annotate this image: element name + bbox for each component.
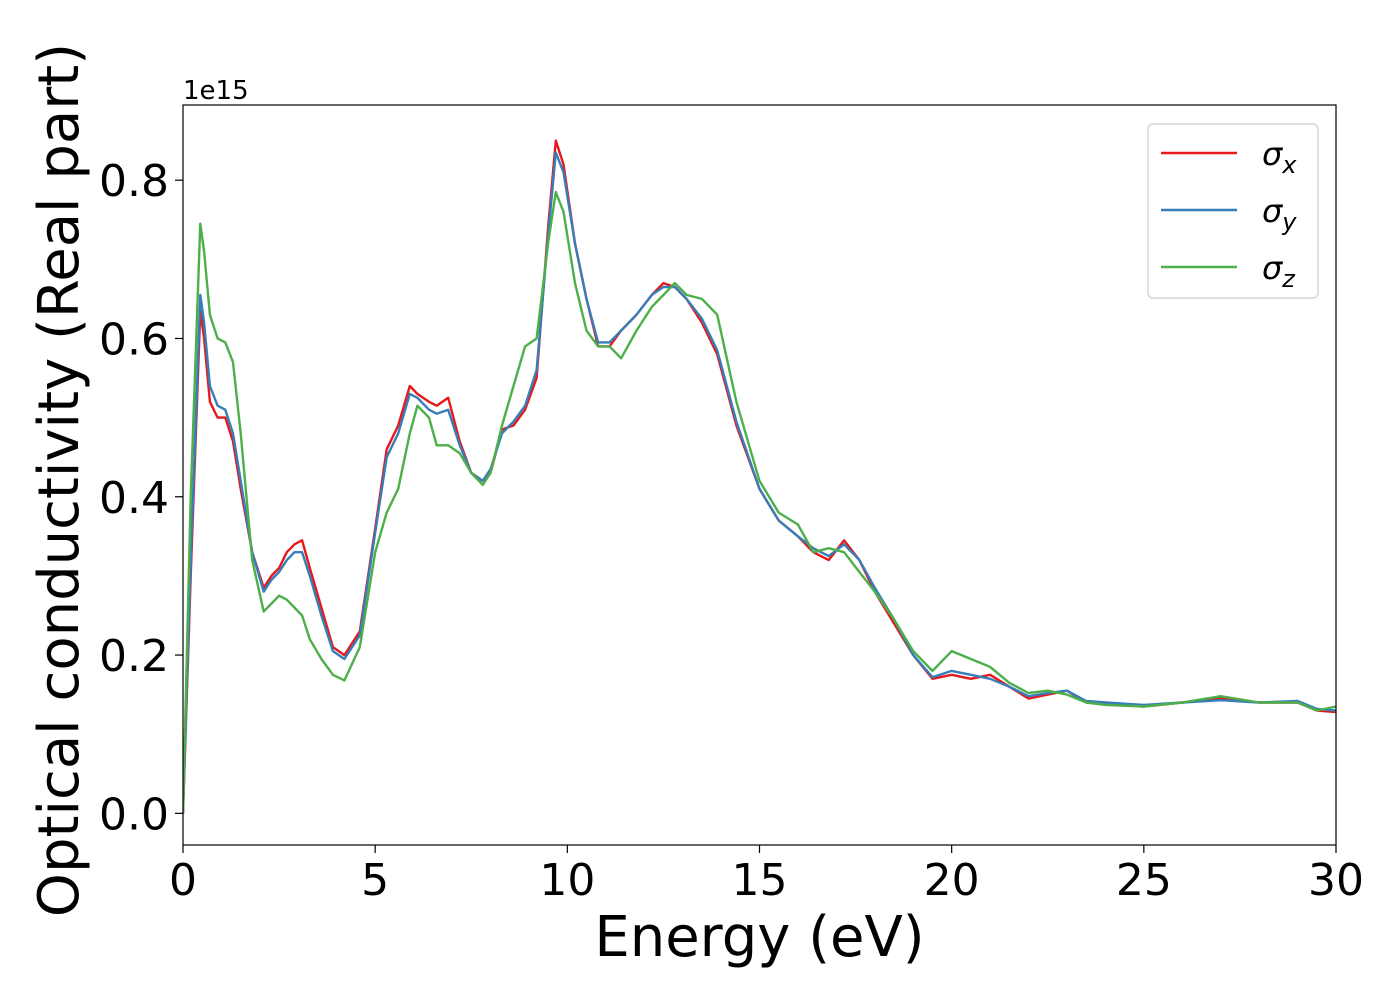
plot-lines xyxy=(183,139,1336,814)
y-tick-label: 0.8 xyxy=(99,156,169,207)
y-axis: 0.0 0.2 0.4 0.6 0.8 xyxy=(99,156,183,840)
x-axis-title: Energy (eV) xyxy=(594,905,924,970)
y-tick-label: 0.4 xyxy=(99,473,169,524)
series-line-z xyxy=(183,190,1336,814)
x-tick-label: 10 xyxy=(539,855,595,906)
series-line-y xyxy=(183,151,1336,814)
legend-label-x: σx xyxy=(1262,135,1297,179)
x-tick-label: 30 xyxy=(1308,855,1364,906)
y-tick-label: 0.2 xyxy=(99,631,169,682)
x-tick-label: 5 xyxy=(361,855,389,906)
legend-label-z: σz xyxy=(1262,249,1296,293)
y-offset-label: 1e15 xyxy=(183,76,249,106)
y-tick-label: 0.6 xyxy=(99,314,169,365)
x-axis: 0 5 10 15 20 25 30 xyxy=(169,845,1364,906)
x-tick-label: 0 xyxy=(169,855,197,906)
x-tick-label: 15 xyxy=(732,855,788,906)
legend: σx σy σz xyxy=(1147,123,1319,299)
x-tick-label: 20 xyxy=(924,855,980,906)
legend-label-y: σy xyxy=(1262,192,1297,236)
y-tick-label: 0.0 xyxy=(99,789,169,840)
x-tick-label: 25 xyxy=(1116,855,1172,906)
y-axis-title: Optical conductivity (Real part) xyxy=(27,43,92,917)
